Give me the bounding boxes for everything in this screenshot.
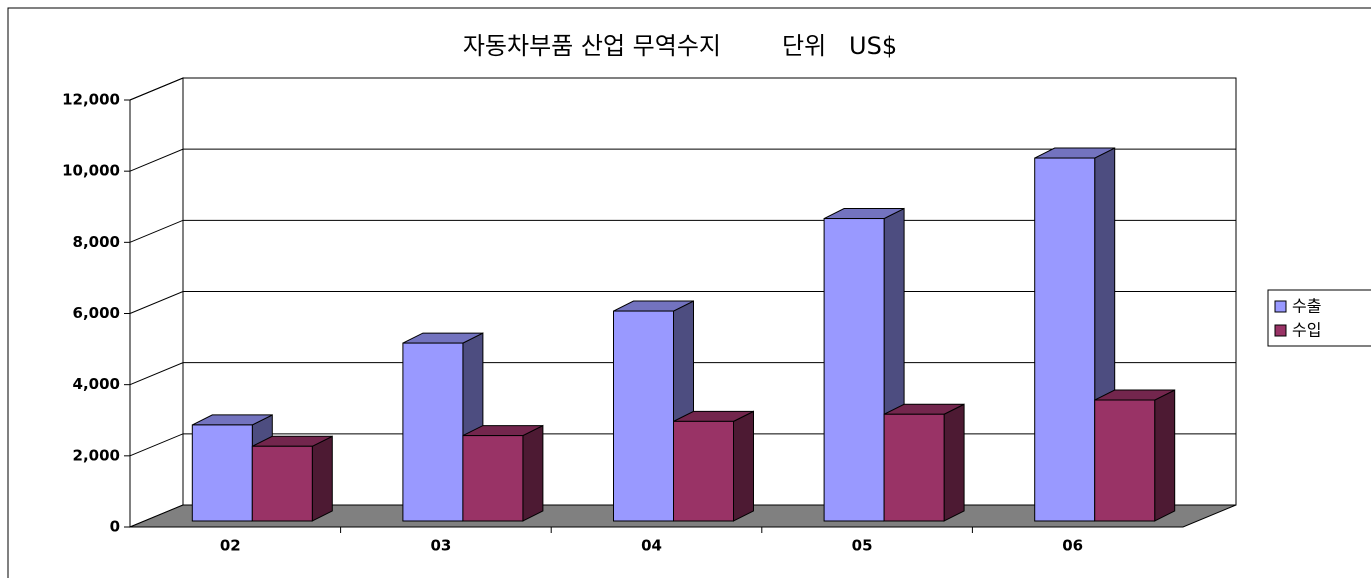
grid-line xyxy=(129,77,1236,101)
bar-side xyxy=(522,424,544,522)
bar-front xyxy=(1034,157,1096,522)
bar-front xyxy=(1094,399,1156,522)
legend-label: 수출 xyxy=(1292,297,1321,316)
bar-front xyxy=(191,424,253,522)
bar-front xyxy=(402,342,464,522)
x-tick-label: 04 xyxy=(641,537,662,555)
legend-box xyxy=(1267,289,1371,347)
bar-front xyxy=(673,420,734,522)
y-tick-label: 4,000 xyxy=(73,375,120,393)
y-tick-label: 2,000 xyxy=(73,446,120,464)
bar xyxy=(251,435,333,522)
bar-front xyxy=(613,310,674,522)
y-tick-label: 8,000 xyxy=(73,233,120,251)
frame xyxy=(7,7,1371,578)
bar xyxy=(1094,389,1176,522)
bar-front xyxy=(251,445,313,522)
plot: 0 2,000 4,000 6,000 8,000 10,000 12,000 02 03 04 0… xyxy=(62,77,1237,555)
bar-side xyxy=(943,403,965,522)
x-tick-label: 02 xyxy=(220,537,241,555)
bar-front xyxy=(462,435,524,522)
bar xyxy=(673,410,754,522)
legend-label: 수입 xyxy=(1292,321,1321,340)
bar xyxy=(462,424,544,522)
bar-side xyxy=(1154,389,1176,522)
x-tick-label: 06 xyxy=(1062,537,1083,555)
bar-side xyxy=(733,410,754,522)
bar xyxy=(883,403,965,522)
y-tick-label: 12,000 xyxy=(62,91,120,109)
bar xyxy=(1034,147,1116,522)
y-tick-label: 0 xyxy=(110,518,120,536)
legend-swatch xyxy=(1274,300,1287,313)
y-tick-label: 6,000 xyxy=(73,304,120,322)
bar-side xyxy=(311,435,333,522)
bar xyxy=(402,332,484,522)
x-tick-label: 03 xyxy=(430,537,451,555)
bar-front xyxy=(883,413,945,522)
x-tick-label: 05 xyxy=(852,537,873,555)
grid-line xyxy=(129,148,1236,172)
y-tick-label: 10,000 xyxy=(62,162,120,180)
chart-title: 자동차부품 산업 무역수지 단위 US$ xyxy=(463,32,897,60)
legend-swatch xyxy=(1274,324,1287,337)
bar-front xyxy=(823,218,885,522)
